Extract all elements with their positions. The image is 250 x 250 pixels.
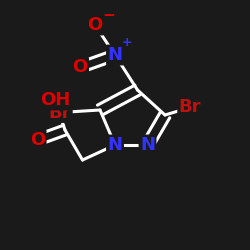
Text: O: O — [72, 58, 88, 76]
Text: Br: Br — [49, 104, 71, 122]
Text: N: N — [108, 136, 122, 154]
Text: N: N — [140, 136, 155, 154]
Text: O: O — [30, 131, 45, 149]
Text: +: + — [121, 36, 132, 49]
Text: −: − — [102, 8, 115, 24]
Text: O: O — [88, 16, 103, 34]
Text: N: N — [108, 46, 122, 64]
Text: OH: OH — [40, 91, 70, 109]
Text: Br: Br — [179, 98, 201, 116]
